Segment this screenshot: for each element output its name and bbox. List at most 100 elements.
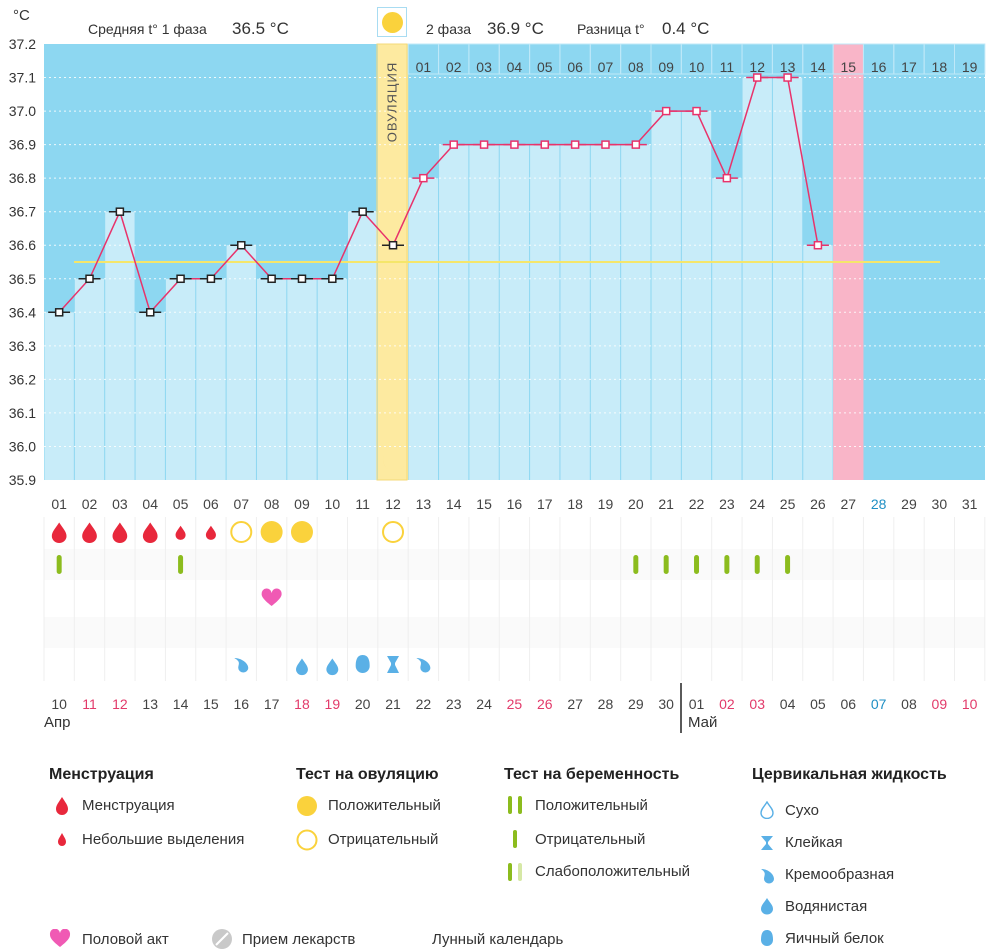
blood-drop-icon[interactable] xyxy=(112,522,128,543)
temperature-point[interactable] xyxy=(752,73,762,82)
calendar-date-label[interactable]: 30 xyxy=(658,696,674,712)
temperature-point[interactable] xyxy=(85,274,94,284)
temperature-point[interactable] xyxy=(692,106,701,116)
cycle-day-label[interactable]: 13 xyxy=(416,496,432,512)
ovulation-sun-button[interactable] xyxy=(377,7,407,37)
temperature-point[interactable] xyxy=(388,240,398,250)
temperature-point[interactable] xyxy=(449,140,458,149)
temperature-point[interactable] xyxy=(145,308,155,317)
sun-icon[interactable] xyxy=(290,521,313,543)
temperature-point[interactable] xyxy=(176,274,185,284)
cycle-day-label[interactable]: 31 xyxy=(962,496,978,512)
cycle-day-label[interactable]: 14 xyxy=(446,496,462,512)
cycle-day-label[interactable]: 18 xyxy=(567,496,583,512)
blood-drop-icon[interactable] xyxy=(51,522,67,543)
single-stripe-icon[interactable] xyxy=(178,555,184,574)
sun-icon[interactable] xyxy=(260,521,283,543)
cycle-day-label[interactable]: 22 xyxy=(689,496,705,512)
cycle-day-label[interactable]: 12 xyxy=(385,496,401,512)
calendar-date-label[interactable]: 11 xyxy=(82,696,97,712)
calendar-date-label[interactable]: 28 xyxy=(598,696,614,712)
calendar-date-label[interactable]: 19 xyxy=(325,696,341,712)
calendar-date-label[interactable]: 14 xyxy=(173,696,189,712)
watery-icon[interactable] xyxy=(296,658,308,676)
calendar-date-label[interactable]: 04 xyxy=(780,696,796,712)
temperature-point[interactable] xyxy=(115,207,125,216)
calendar-date-label[interactable]: 17 xyxy=(264,696,280,712)
cycle-day-label[interactable]: 27 xyxy=(840,496,856,512)
cycle-day-label[interactable]: 16 xyxy=(507,496,523,512)
calendar-date-label[interactable]: 16 xyxy=(233,696,249,712)
cycle-day-label[interactable]: 02 xyxy=(82,496,98,512)
temperature-point[interactable] xyxy=(631,140,641,149)
single-stripe-icon[interactable] xyxy=(663,555,669,574)
temperature-point[interactable] xyxy=(419,173,428,183)
blood-drop-icon[interactable] xyxy=(82,522,97,543)
temperature-point[interactable] xyxy=(328,274,337,284)
cycle-day-label[interactable]: 05 xyxy=(173,496,189,512)
temperature-point[interactable] xyxy=(510,140,519,149)
egg-white-icon[interactable] xyxy=(355,655,370,673)
calendar-date-label[interactable]: 12 xyxy=(112,696,128,712)
temperature-point[interactable] xyxy=(54,308,64,317)
cycle-day-label[interactable]: 10 xyxy=(325,496,341,512)
sun-outline-icon[interactable] xyxy=(382,521,405,543)
calendar-date-label[interactable]: 25 xyxy=(507,696,523,712)
cycle-day-label[interactable]: 07 xyxy=(233,496,249,512)
single-stripe-icon[interactable] xyxy=(633,555,639,574)
calendar-date-label[interactable]: 10 xyxy=(51,696,67,712)
temperature-point[interactable] xyxy=(783,73,792,82)
calendar-date-label[interactable]: 10 xyxy=(962,696,978,712)
calendar-date-label[interactable]: 20 xyxy=(355,696,371,712)
small-drop-icon[interactable] xyxy=(205,525,216,540)
calendar-date-label[interactable]: 13 xyxy=(142,696,158,712)
cycle-day-row[interactable]: 01 02 03 04 05 06 07 08 09 10 11 12 13 14 15 16 17 18 19 20… xyxy=(51,496,977,512)
temperature-point[interactable] xyxy=(601,140,610,149)
calendar-date-label[interactable]: 15 xyxy=(203,696,219,712)
cycle-day-label[interactable]: 26 xyxy=(810,496,826,512)
single-stripe-icon[interactable] xyxy=(754,555,760,574)
cycle-day-label[interactable]: 23 xyxy=(719,496,735,512)
calendar-date-label[interactable]: 05 xyxy=(810,696,826,712)
cycle-day-label[interactable]: 08 xyxy=(264,496,280,512)
calendar-date-label[interactable]: 01 xyxy=(689,696,705,712)
temperature-point[interactable] xyxy=(661,106,671,116)
sun-outline-icon[interactable] xyxy=(230,521,253,543)
cycle-day-label[interactable]: 28 xyxy=(871,496,887,512)
heart-icon[interactable] xyxy=(261,588,282,606)
calendar-date-label[interactable]: 23 xyxy=(446,696,462,712)
temperature-point[interactable] xyxy=(267,274,276,284)
calendar-date-label[interactable]: 06 xyxy=(840,696,856,712)
calendar-date-label[interactable]: 02 xyxy=(719,696,735,712)
temperature-point[interactable] xyxy=(206,274,216,284)
blood-drop-icon[interactable] xyxy=(142,522,158,543)
creamy-icon[interactable] xyxy=(416,658,431,673)
calendar-date-row[interactable]: 10 11 12 13 14 15 16 17 18 19 20 21 22 23 24 25 26 27 28 29… xyxy=(51,683,978,733)
temperature-point[interactable] xyxy=(722,173,732,183)
cycle-day-label[interactable]: 21 xyxy=(658,496,674,512)
calendar-date-label[interactable]: 22 xyxy=(416,696,432,712)
cycle-day-label[interactable]: 09 xyxy=(294,496,310,512)
watery-icon[interactable] xyxy=(326,658,339,676)
temperature-point[interactable] xyxy=(297,274,307,284)
cycle-day-label[interactable]: 03 xyxy=(112,496,128,512)
cycle-day-label[interactable]: 15 xyxy=(476,496,492,512)
single-stripe-icon[interactable] xyxy=(785,555,791,574)
temperature-point[interactable] xyxy=(479,140,489,149)
calendar-date-label[interactable]: 24 xyxy=(476,696,492,712)
single-stripe-icon[interactable] xyxy=(694,555,700,574)
temperature-point[interactable] xyxy=(570,140,580,149)
cycle-day-label[interactable]: 06 xyxy=(203,496,219,512)
cycle-day-label[interactable]: 24 xyxy=(749,496,765,512)
calendar-date-label[interactable]: 21 xyxy=(385,696,401,712)
cycle-day-label[interactable]: 19 xyxy=(598,496,614,512)
calendar-date-label[interactable]: 27 xyxy=(567,696,583,712)
cycle-day-label[interactable]: 25 xyxy=(780,496,796,512)
temperature-point[interactable] xyxy=(813,240,823,250)
small-drop-icon[interactable] xyxy=(175,525,186,540)
single-stripe-icon[interactable] xyxy=(724,555,730,574)
cycle-day-label[interactable]: 01 xyxy=(51,496,67,512)
calendar-date-label[interactable]: 08 xyxy=(901,696,917,712)
calendar-date-label[interactable]: 09 xyxy=(932,696,948,712)
cycle-day-label[interactable]: 30 xyxy=(932,496,948,512)
